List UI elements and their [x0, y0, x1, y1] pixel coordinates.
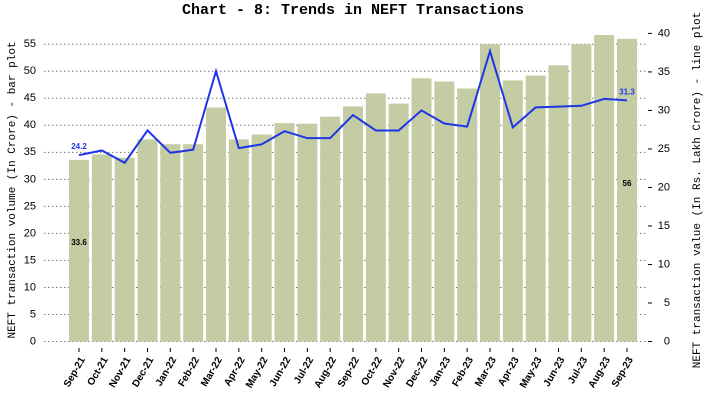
bar	[388, 103, 409, 342]
y2-tick-label: 15	[658, 220, 670, 232]
bar	[457, 88, 478, 342]
bar	[251, 134, 272, 342]
bar	[571, 44, 592, 342]
x-tick-label: Aug-22	[313, 355, 340, 390]
y2-tick-label: 40	[658, 27, 670, 39]
line	[78, 47, 628, 165]
bar	[69, 159, 89, 342]
y-tick-label: 50	[24, 65, 36, 77]
bar	[343, 106, 363, 342]
bar-value-label: 33.6	[71, 238, 87, 247]
y-tick-label: 40	[24, 119, 36, 131]
bar	[594, 35, 615, 342]
x-tick-label: Jul-22	[292, 355, 316, 386]
bar	[480, 44, 500, 342]
y-tick-label: 15	[24, 254, 36, 266]
x-tick-label: Sep-23	[610, 355, 636, 389]
bar	[548, 65, 569, 342]
x-tick-label: Jun-23	[542, 355, 568, 389]
bar	[137, 139, 158, 342]
x-tick-label: Sep-22	[336, 355, 362, 389]
y2-tick-label: 30	[658, 104, 670, 116]
bar	[434, 81, 455, 342]
x-tick-label: Mar-23	[473, 355, 499, 389]
y-tick-label: 0	[30, 335, 36, 347]
y-tick-label: 35	[24, 146, 36, 158]
bar	[274, 123, 295, 342]
bar	[297, 123, 318, 342]
bar	[502, 80, 523, 342]
bar	[411, 78, 432, 342]
bar	[160, 144, 181, 342]
x-tick-label: Mar-22	[199, 355, 225, 389]
bar	[91, 154, 112, 342]
y2-tick-label: 20	[658, 181, 670, 193]
y2-tick-label: 5	[664, 297, 670, 309]
x-tick-label: Dec-21	[130, 355, 156, 389]
y-tick-label: 5	[30, 308, 36, 320]
y2-axis-label: NEFT transaction value (In Rs. Lakh Cror…	[692, 12, 704, 368]
x-tick-label: May-23	[518, 355, 545, 390]
y-tick-label: 45	[24, 92, 36, 104]
x-tick-label: Jul-23	[566, 355, 590, 386]
y-tick-label: 10	[24, 281, 36, 293]
y2-tick-label: 10	[658, 258, 670, 270]
x-tick-label: Sep-21	[62, 355, 88, 389]
bar	[525, 75, 546, 342]
x-tick-label: Jun-22	[268, 355, 294, 389]
line-value-label: 24.2	[71, 142, 87, 151]
x-tick-label: Aug-23	[587, 355, 614, 390]
y2-tick-label: 0	[664, 335, 670, 347]
bar	[206, 107, 226, 342]
bar-value-label: 56	[623, 179, 632, 188]
y-tick-label: 30	[24, 173, 36, 185]
x-tick-label: Dec-22	[404, 355, 430, 389]
bar	[320, 116, 341, 342]
bar	[183, 144, 204, 342]
bar	[228, 139, 249, 342]
chart-title: Chart - 8: Trends in NEFT Transactions	[182, 2, 524, 19]
x-tick-label: May-22	[244, 355, 271, 390]
y-axis-label: NEFT transaction volume (In Crore) - bar…	[7, 41, 19, 338]
bar	[365, 93, 386, 342]
line-value-label: 31.3	[619, 88, 635, 97]
y-tick-label: 25	[24, 200, 36, 212]
y2-tick-label: 35	[658, 66, 670, 78]
y-tick-label: 20	[24, 227, 36, 239]
y2-tick-label: 25	[658, 143, 670, 155]
bar	[617, 38, 637, 342]
bar	[114, 157, 135, 342]
y-tick-label: 55	[24, 38, 36, 50]
